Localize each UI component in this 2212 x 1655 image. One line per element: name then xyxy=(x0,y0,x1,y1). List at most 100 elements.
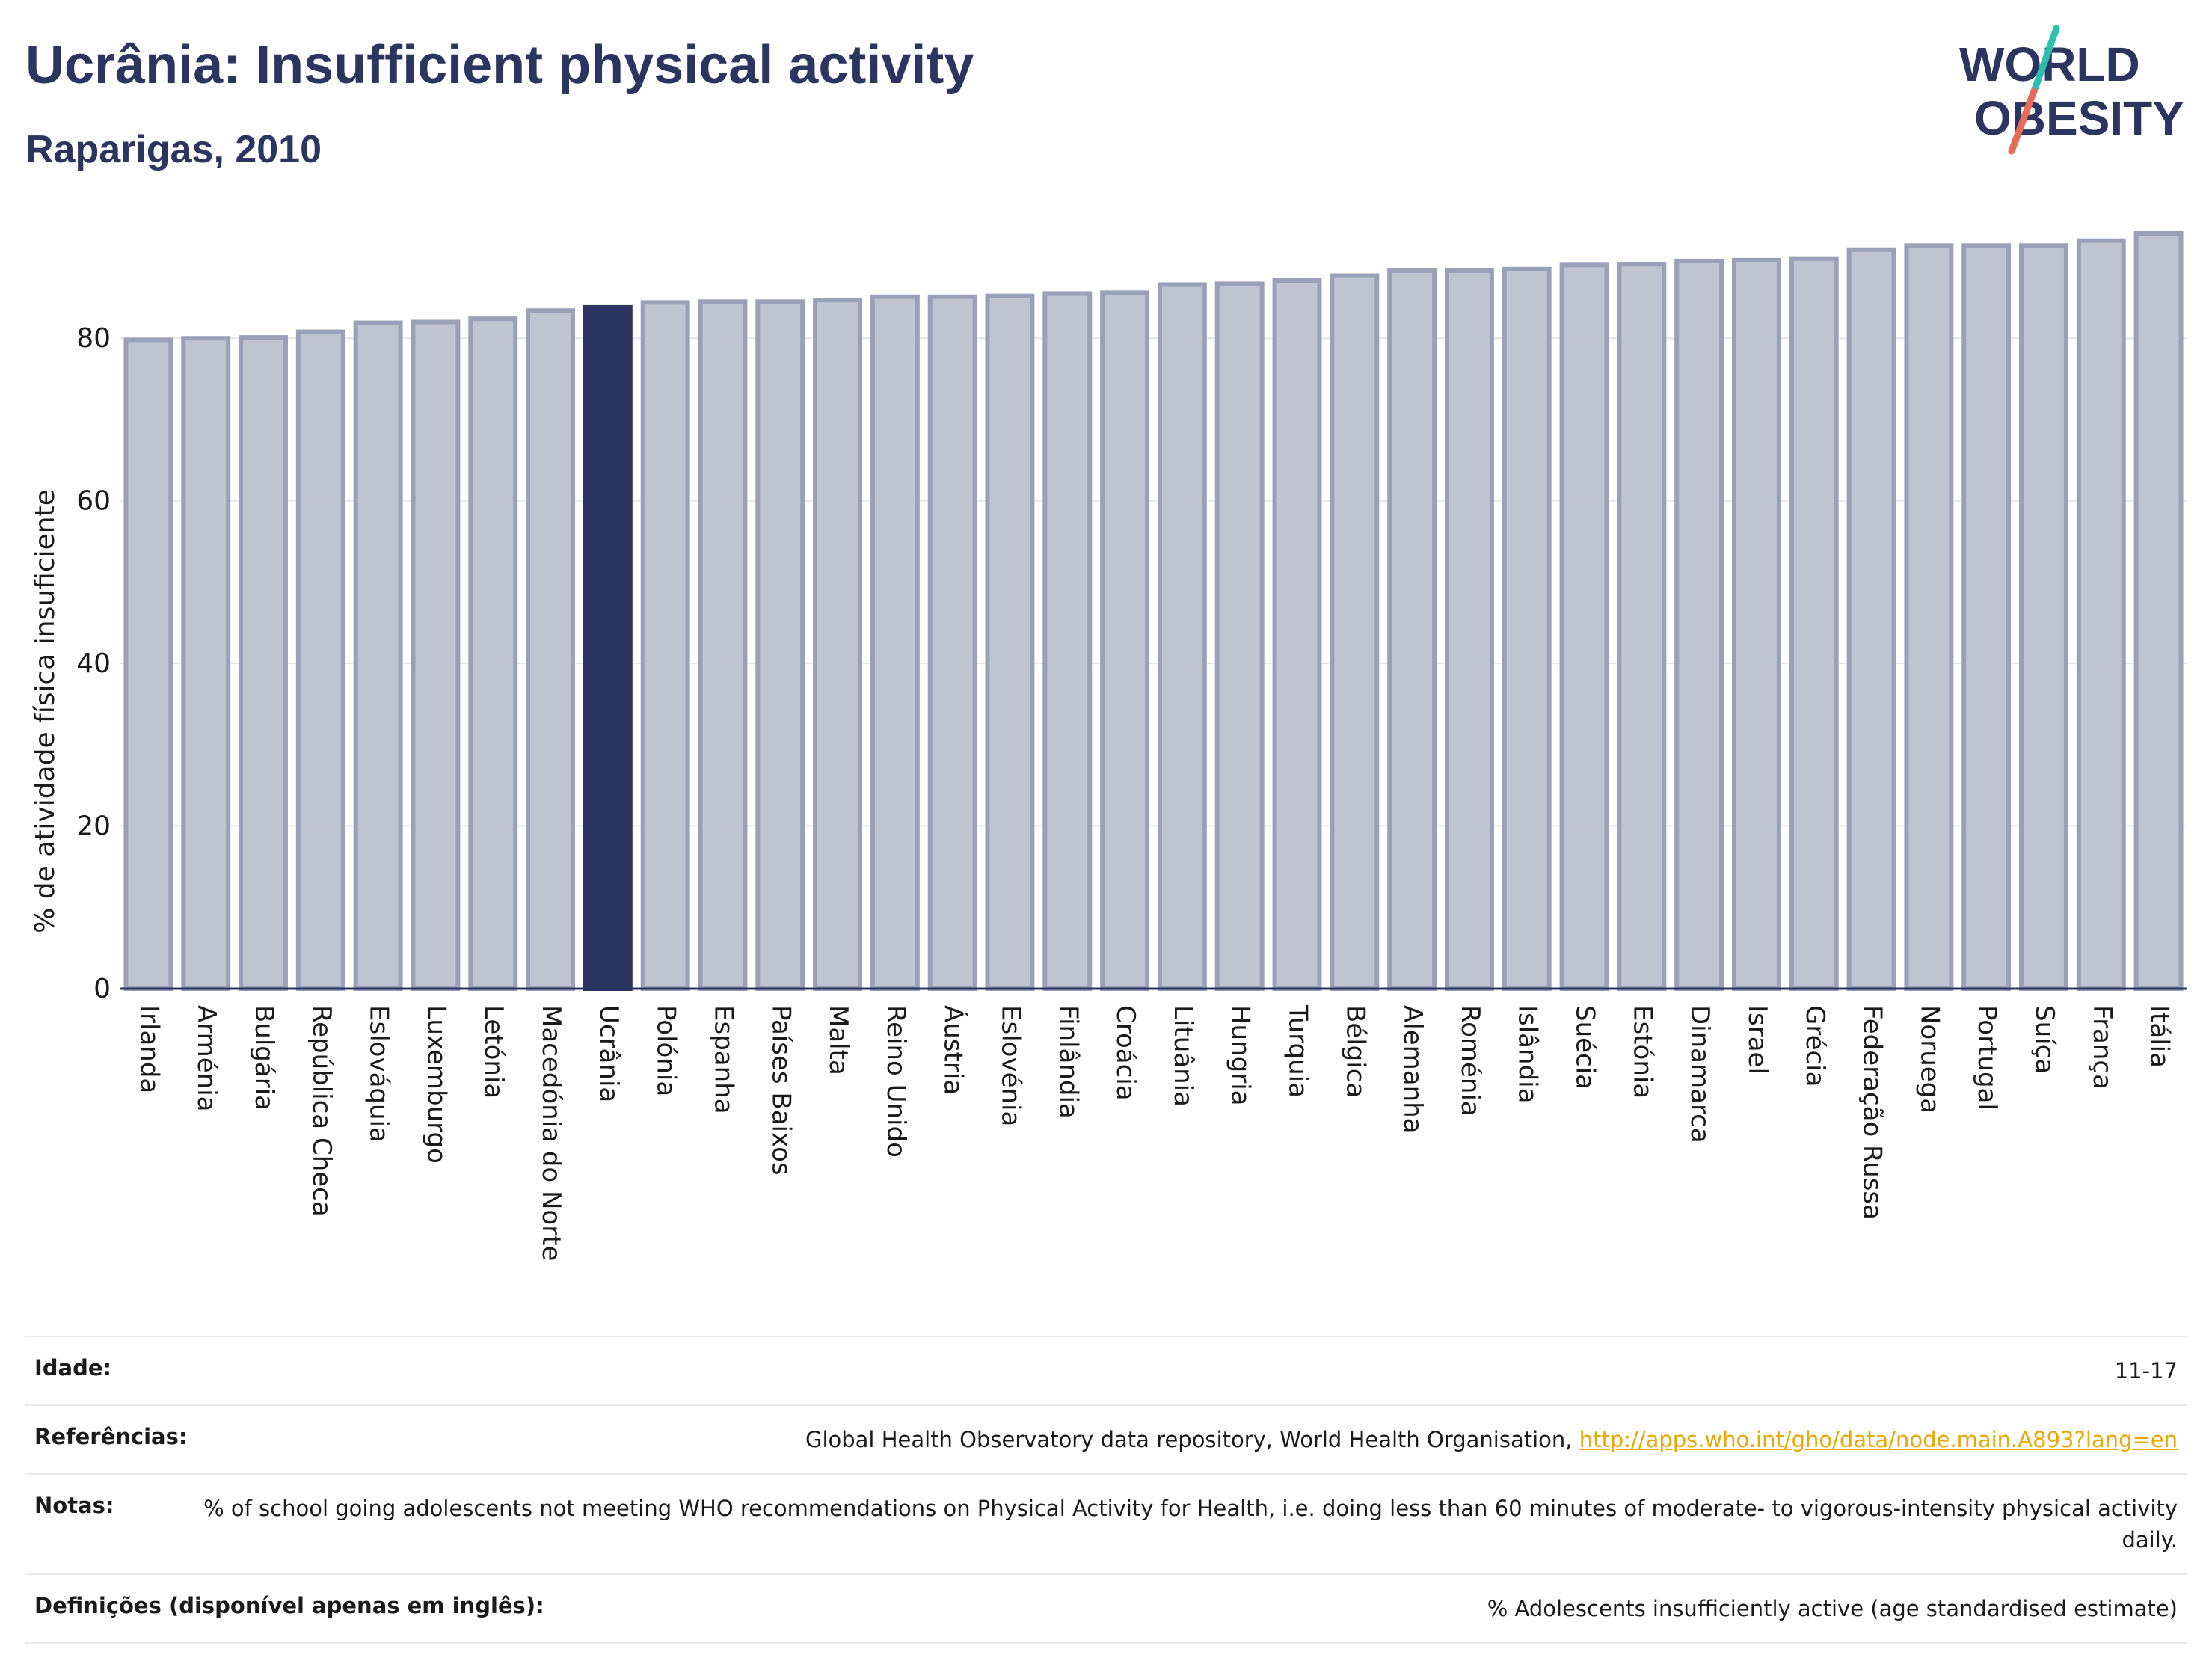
bar xyxy=(239,335,288,991)
y-tick-label: 60 xyxy=(76,486,111,517)
x-tick-label: Islândia xyxy=(1513,1005,1543,1103)
axes: 0 20 40 60 80 Irlanda Arménia Bulgária República… xyxy=(76,323,2187,1261)
x-tick-label: Eslovénia xyxy=(995,1005,1025,1126)
grid-lines xyxy=(120,337,2187,827)
meta-label: Notas: xyxy=(34,1493,114,1518)
bar xyxy=(1387,268,1437,991)
bar xyxy=(1674,258,1724,991)
x-tick-label: Roménia xyxy=(1455,1005,1485,1117)
bar xyxy=(1617,262,1667,991)
bar xyxy=(698,299,748,991)
bar xyxy=(411,319,461,991)
y-tick-label: 20 xyxy=(76,811,111,842)
x-tick-label: República Checa xyxy=(307,1005,337,1217)
meta-value-text: 11-17 xyxy=(2114,1358,2178,1384)
bar xyxy=(813,298,863,991)
x-tick-label: Ucrânia xyxy=(594,1005,624,1102)
x-tick-label: Áustria xyxy=(938,1005,969,1095)
bar xyxy=(755,299,805,991)
x-tick-label: Estónia xyxy=(1627,1005,1657,1099)
x-tick-label: Finlândia xyxy=(1053,1005,1083,1119)
y-tick-label: 80 xyxy=(76,323,111,354)
x-tick-label: Turquia xyxy=(1283,1004,1313,1098)
meta-value: % of school going adolescents not meetin… xyxy=(144,1493,2178,1556)
x-tick-label: Polónia xyxy=(651,1005,681,1096)
bar xyxy=(2076,238,2126,991)
bar xyxy=(1846,247,1896,991)
x-tick-label: Arménia xyxy=(191,1005,221,1112)
meta-row: Idade: 11-17 xyxy=(25,1336,2187,1404)
meta-row: Notas: % of school going adolescents not … xyxy=(25,1473,2187,1573)
bar xyxy=(1214,281,1265,991)
x-tick-label: Hungria xyxy=(1226,1005,1256,1106)
x-tick-label: Macedónia do Norte xyxy=(536,1005,566,1261)
meta-label: Definições (disponível apenas em inglês)… xyxy=(34,1593,544,1618)
x-tick-label: Noruega xyxy=(1914,1005,1944,1114)
bar xyxy=(985,293,1035,992)
y-axis-label: % de atividade física insuficiente xyxy=(30,489,61,933)
x-tick-label: Dinamarca xyxy=(1685,1005,1715,1143)
bar xyxy=(1732,257,1781,991)
meta-value: Global Health Observatory data repositor… xyxy=(805,1424,2178,1455)
x-tick-label: Israel xyxy=(1742,1005,1772,1075)
bar xyxy=(526,308,575,991)
x-tick-label: Grécia xyxy=(1800,1005,1830,1087)
meta-value-text: Global Health Observatory data repositor… xyxy=(805,1427,1579,1452)
y-tick-label: 0 xyxy=(93,974,111,1004)
meta-row: Referências: Global Health Observatory da… xyxy=(25,1404,2187,1473)
bar xyxy=(1559,262,1609,991)
bar xyxy=(123,337,173,992)
x-tick-label: Países Baixos xyxy=(766,1005,796,1176)
bar xyxy=(2019,243,2068,992)
bar xyxy=(1272,278,1322,991)
bar xyxy=(927,294,977,991)
meta-value: % Adolescents insufficiently active (age… xyxy=(1487,1593,2178,1624)
x-tick-label: Bélgica xyxy=(1340,1005,1370,1098)
x-tick-label: Bulgária xyxy=(249,1005,279,1111)
x-tick-label: Alemanha xyxy=(1398,1005,1428,1134)
bar xyxy=(1789,256,1839,991)
x-tick-label: Itália xyxy=(2145,1005,2175,1068)
meta-label: Referências: xyxy=(34,1424,188,1449)
chart-title: Ucrânia: Insufficient physical activity xyxy=(25,35,974,95)
bar xyxy=(1502,266,1552,992)
bar xyxy=(353,320,403,992)
logo-slash-teal xyxy=(2030,25,2060,95)
x-tick-label: Federação Russa xyxy=(1858,1005,1887,1220)
x-tick-label: Reino Unido xyxy=(881,1005,911,1158)
bar xyxy=(1330,273,1380,992)
bar xyxy=(1157,282,1207,991)
bar xyxy=(468,316,518,991)
bar-highlighted xyxy=(583,304,633,991)
bar xyxy=(1961,243,2012,992)
x-tick-label: Letónia xyxy=(479,1005,509,1099)
meta-value-text: % of school going adolescents not meetin… xyxy=(203,1496,2178,1553)
reference-link[interactable]: http://apps.who.int/gho/data/node.main.A… xyxy=(1579,1427,2178,1452)
x-tick-label: Lituânia xyxy=(1168,1005,1198,1107)
world-obesity-logo: WORLD OBESITY xyxy=(1959,25,2184,155)
x-tick-label: Portugal xyxy=(1972,1005,2002,1111)
x-tick-label: Irlanda xyxy=(134,1005,164,1093)
bar xyxy=(295,329,345,991)
x-tick-label: Eslováquia xyxy=(364,1005,394,1143)
bar xyxy=(181,336,231,991)
x-tick-label: Luxemburgo xyxy=(421,1005,451,1164)
meta-value-text: % Adolescents insufficiently active (age… xyxy=(1487,1596,2178,1621)
x-tick-label: Croácia xyxy=(1110,1005,1140,1101)
logo-word-obesity: OBESITY xyxy=(1974,91,2184,145)
bar xyxy=(1042,291,1093,991)
y-tick-label: 40 xyxy=(76,648,111,679)
x-tick-label: França xyxy=(2087,1005,2117,1090)
bars xyxy=(123,230,2184,992)
metadata-table: Idade: 11-17 Referências: Global Health Obs… xyxy=(25,1336,2187,1644)
bar xyxy=(1904,243,1954,992)
bar xyxy=(1100,290,1150,992)
bar xyxy=(640,300,690,992)
bar xyxy=(870,294,920,991)
chart-subtitle: Raparigas, 2010 xyxy=(25,128,322,171)
logo-slash-coral xyxy=(2008,87,2038,155)
meta-value: 11-17 xyxy=(2115,1355,2178,1387)
x-tick-label: Suíça xyxy=(2030,1005,2059,1074)
meta-row: Definições (disponível apenas em inglês)… xyxy=(25,1573,2187,1644)
bar xyxy=(2133,230,2184,991)
